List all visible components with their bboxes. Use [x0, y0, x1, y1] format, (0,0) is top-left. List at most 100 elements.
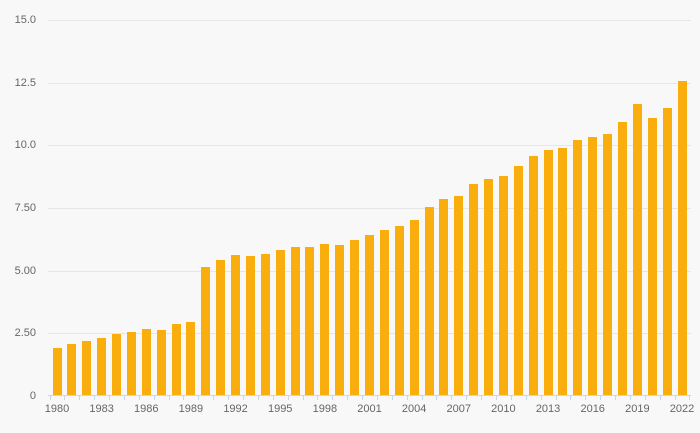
- gridline-10: [48, 145, 691, 147]
- x-axis-tick: [421, 396, 423, 400]
- bar-1980[interactable]: [52, 348, 62, 396]
- x-axis-label-1998: 1998: [312, 403, 338, 415]
- x-axis-tick: [629, 396, 631, 400]
- bar-1990[interactable]: [201, 267, 211, 396]
- x-axis-label-2001: 2001: [357, 403, 382, 415]
- bar-1988[interactable]: [171, 324, 181, 396]
- x-axis-label-1989: 1989: [178, 403, 204, 415]
- bar-1985[interactable]: [126, 331, 136, 396]
- x-axis-tick: [644, 396, 646, 400]
- x-axis-tick: [213, 396, 215, 400]
- bar-2000[interactable]: [350, 240, 360, 396]
- x-axis-line: [48, 395, 691, 396]
- x-axis-tick: [362, 396, 364, 400]
- x-axis-tick: [49, 396, 51, 400]
- bar-2003[interactable]: [394, 225, 404, 396]
- x-axis-tick: [64, 396, 66, 400]
- bar-2004[interactable]: [409, 219, 419, 396]
- x-axis-tick: [123, 396, 125, 400]
- bar-2011[interactable]: [513, 166, 523, 396]
- x-axis-tick: [183, 396, 185, 400]
- gridline-15: [48, 20, 691, 21]
- bar-2010[interactable]: [498, 175, 508, 396]
- x-axis-tick: [540, 396, 542, 400]
- x-axis-tick: [198, 396, 200, 400]
- x-axis-tick: [495, 396, 497, 400]
- bar-2002[interactable]: [379, 230, 389, 396]
- x-axis-tick: [317, 396, 319, 400]
- x-axis-tick: [153, 396, 155, 400]
- x-axis-tick: [168, 396, 170, 400]
- bar-1996[interactable]: [290, 247, 300, 396]
- x-axis-tick: [525, 396, 527, 400]
- bar-1995[interactable]: [275, 250, 285, 396]
- x-axis-tick: [391, 396, 393, 400]
- x-axis-label-1986: 1986: [134, 403, 159, 415]
- bar-2001[interactable]: [365, 235, 374, 396]
- bar-2022[interactable]: [677, 81, 687, 396]
- x-axis-label-2013: 2013: [535, 403, 561, 415]
- bar-2009[interactable]: [484, 178, 494, 396]
- gridline-12.5: [48, 82, 691, 84]
- bar-2019[interactable]: [632, 104, 642, 396]
- bar-1999[interactable]: [335, 244, 345, 396]
- plot-area: [48, 20, 691, 400]
- x-axis-tick: [689, 396, 691, 400]
- bar-1991[interactable]: [216, 259, 226, 396]
- x-axis-tick: [287, 396, 289, 400]
- x-axis-tick: [376, 396, 378, 400]
- bar-2005[interactable]: [424, 206, 434, 396]
- bar-1989[interactable]: [186, 322, 196, 396]
- x-axis-label-1980: 1980: [44, 403, 70, 415]
- bar-1994[interactable]: [260, 254, 270, 396]
- bar-1982[interactable]: [82, 340, 92, 396]
- bar-2013[interactable]: [543, 149, 553, 396]
- x-axis-label-1995: 1995: [267, 403, 293, 415]
- bar-1986[interactable]: [141, 328, 151, 396]
- bar-2012[interactable]: [528, 155, 538, 396]
- bar-2020[interactable]: [647, 118, 657, 396]
- x-axis-tick: [555, 396, 557, 400]
- bar-1993[interactable]: [245, 256, 255, 396]
- gridline-7.5: [48, 208, 691, 209]
- x-axis-tick: [451, 396, 453, 400]
- bar-1997[interactable]: [305, 247, 315, 396]
- bar-2006[interactable]: [439, 198, 449, 396]
- bar-2017[interactable]: [603, 134, 613, 396]
- bar-1984[interactable]: [112, 334, 122, 396]
- y-axis-label-12.5: 12.5: [14, 76, 36, 89]
- bar-1998[interactable]: [320, 243, 330, 396]
- x-axis-label-2007: 2007: [446, 403, 472, 415]
- bar-2021[interactable]: [662, 108, 672, 396]
- x-axis-label-1983: 1983: [89, 403, 114, 415]
- x-axis-tick: [257, 396, 259, 400]
- y-axis-label-5.00: 5.00: [14, 264, 36, 277]
- y-axis-label-15.0: 15.0: [14, 14, 36, 26]
- bar-2015[interactable]: [573, 140, 583, 396]
- x-axis-tick: [615, 396, 617, 400]
- x-axis-tick: [79, 396, 81, 400]
- x-axis-label-2010: 2010: [491, 403, 516, 415]
- bar-2007[interactable]: [454, 195, 464, 396]
- bar-1983[interactable]: [97, 337, 107, 396]
- y-axis-label-2.50: 2.50: [14, 327, 36, 340]
- bar-1987[interactable]: [156, 329, 166, 396]
- bar-2014[interactable]: [558, 148, 568, 396]
- x-axis-label-1992: 1992: [223, 403, 248, 415]
- x-axis-tick: [570, 396, 572, 400]
- x-axis-tick: [347, 396, 349, 400]
- bar-1981[interactable]: [67, 344, 77, 396]
- x-axis-tick: [302, 396, 304, 400]
- x-axis-tick: [466, 396, 468, 400]
- bar-1992[interactable]: [231, 254, 241, 396]
- x-axis-label-2022: 2022: [669, 403, 695, 415]
- x-axis-tick: [406, 396, 408, 400]
- bar-2018[interactable]: [617, 122, 627, 396]
- x-axis-tick: [600, 396, 602, 400]
- x-axis-tick: [243, 396, 244, 400]
- x-axis-label-2019: 2019: [625, 403, 650, 415]
- bar-2016[interactable]: [588, 137, 598, 396]
- x-axis-tick: [510, 396, 512, 400]
- bar-2008[interactable]: [469, 183, 479, 396]
